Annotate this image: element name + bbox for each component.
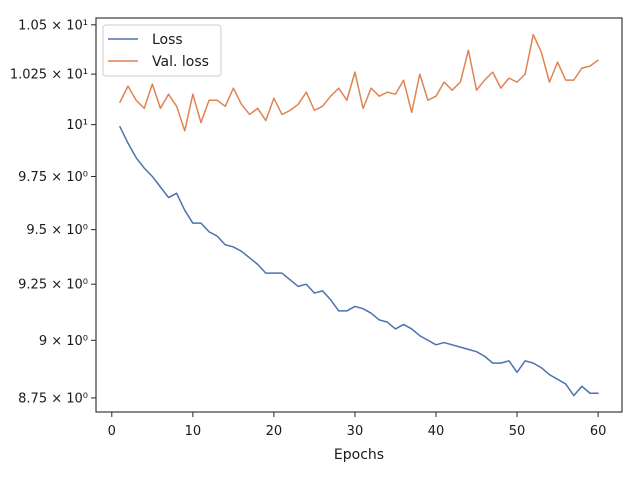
legend-box [102,24,222,77]
y-tick-label: 9.5 × 10⁰ [26,223,88,238]
x-tick-label: 20 [266,424,283,439]
x-tick-label: 10 [185,424,202,439]
x-tick-label: 0 [108,424,116,439]
x-tick-label: 60 [590,424,607,439]
y-tick-label: 10¹ [66,118,88,133]
series-line-loss [119,125,599,397]
x-tick-label: 40 [428,424,445,439]
y-tick-label: 1.05 × 10¹ [18,18,88,33]
x-axis-title: Epochs [334,447,384,463]
y-tick-label: 9.75 × 10⁰ [18,170,88,185]
y-tick-label: 9 × 10⁰ [39,334,88,349]
y-tick-label: 1.025 × 10¹ [10,68,88,83]
y-tick-label: 8.75 × 10⁰ [18,391,88,406]
legend-label: Loss [152,32,183,48]
plot-area [119,33,599,397]
x-tick-label: 50 [509,424,526,439]
x-tick-label: 30 [347,424,364,439]
y-axis: 8.75 × 10⁰ 9 × 10⁰ 9.25 × 10⁰ 9.5 × 10⁰ 9.75… [10,18,96,406]
legend: Loss Val. loss [102,24,222,77]
y-tick-label: 9.25 × 10⁰ [18,278,88,293]
legend-label: Val. loss [152,54,209,70]
x-axis: 0 10 20 30 40 50 60 [108,412,607,439]
axes-frame [95,17,623,413]
series-line-val-loss [119,33,599,132]
